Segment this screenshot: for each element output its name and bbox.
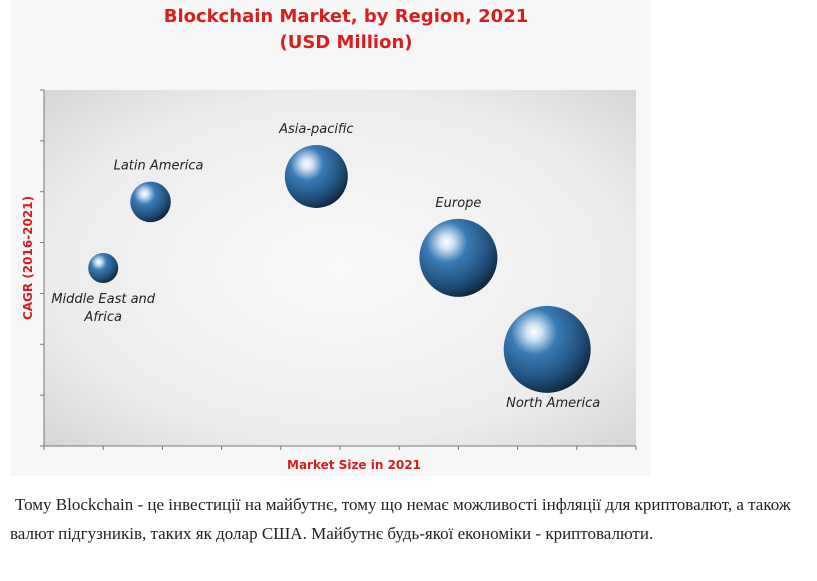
bubble-label: North America [506, 396, 600, 411]
x-axis-label: Market Size in 2021 [287, 458, 421, 472]
x-ticks [43, 446, 637, 450]
bubble-label: Europe [435, 196, 481, 211]
chart-figure: Blockchain Market, by Region, 2021 (USD … [10, 0, 650, 476]
bubble-chart: Blockchain Market, by Region, 2021 (USD … [21, 6, 637, 472]
bubbles [88, 144, 591, 393]
axes [40, 89, 637, 450]
bubble-north-america [503, 305, 591, 393]
y-ticks [40, 89, 44, 447]
bubble-latin-america [130, 181, 171, 223]
caption-paragraph: Тому Blockchain - це інвестиції на майбу… [10, 495, 791, 543]
bubble-labels: Middle East and Africa Latin America Asia-p… [51, 122, 600, 411]
chart-title: Blockchain Market, by Region, 2021 [164, 6, 529, 27]
bubble-label: Latin America [114, 159, 204, 174]
bubble-middle-east-and-africa [88, 253, 119, 283]
y-axis-label: CAGR (2016-2021) [21, 196, 35, 320]
bubble-europe [419, 218, 498, 297]
chart-subtitle: (USD Million) [279, 32, 412, 53]
bubble-label: Asia-pacific [278, 122, 353, 137]
bubble-asia-pacific [284, 144, 348, 208]
bubble-label: Middle East and Africa [51, 292, 155, 325]
